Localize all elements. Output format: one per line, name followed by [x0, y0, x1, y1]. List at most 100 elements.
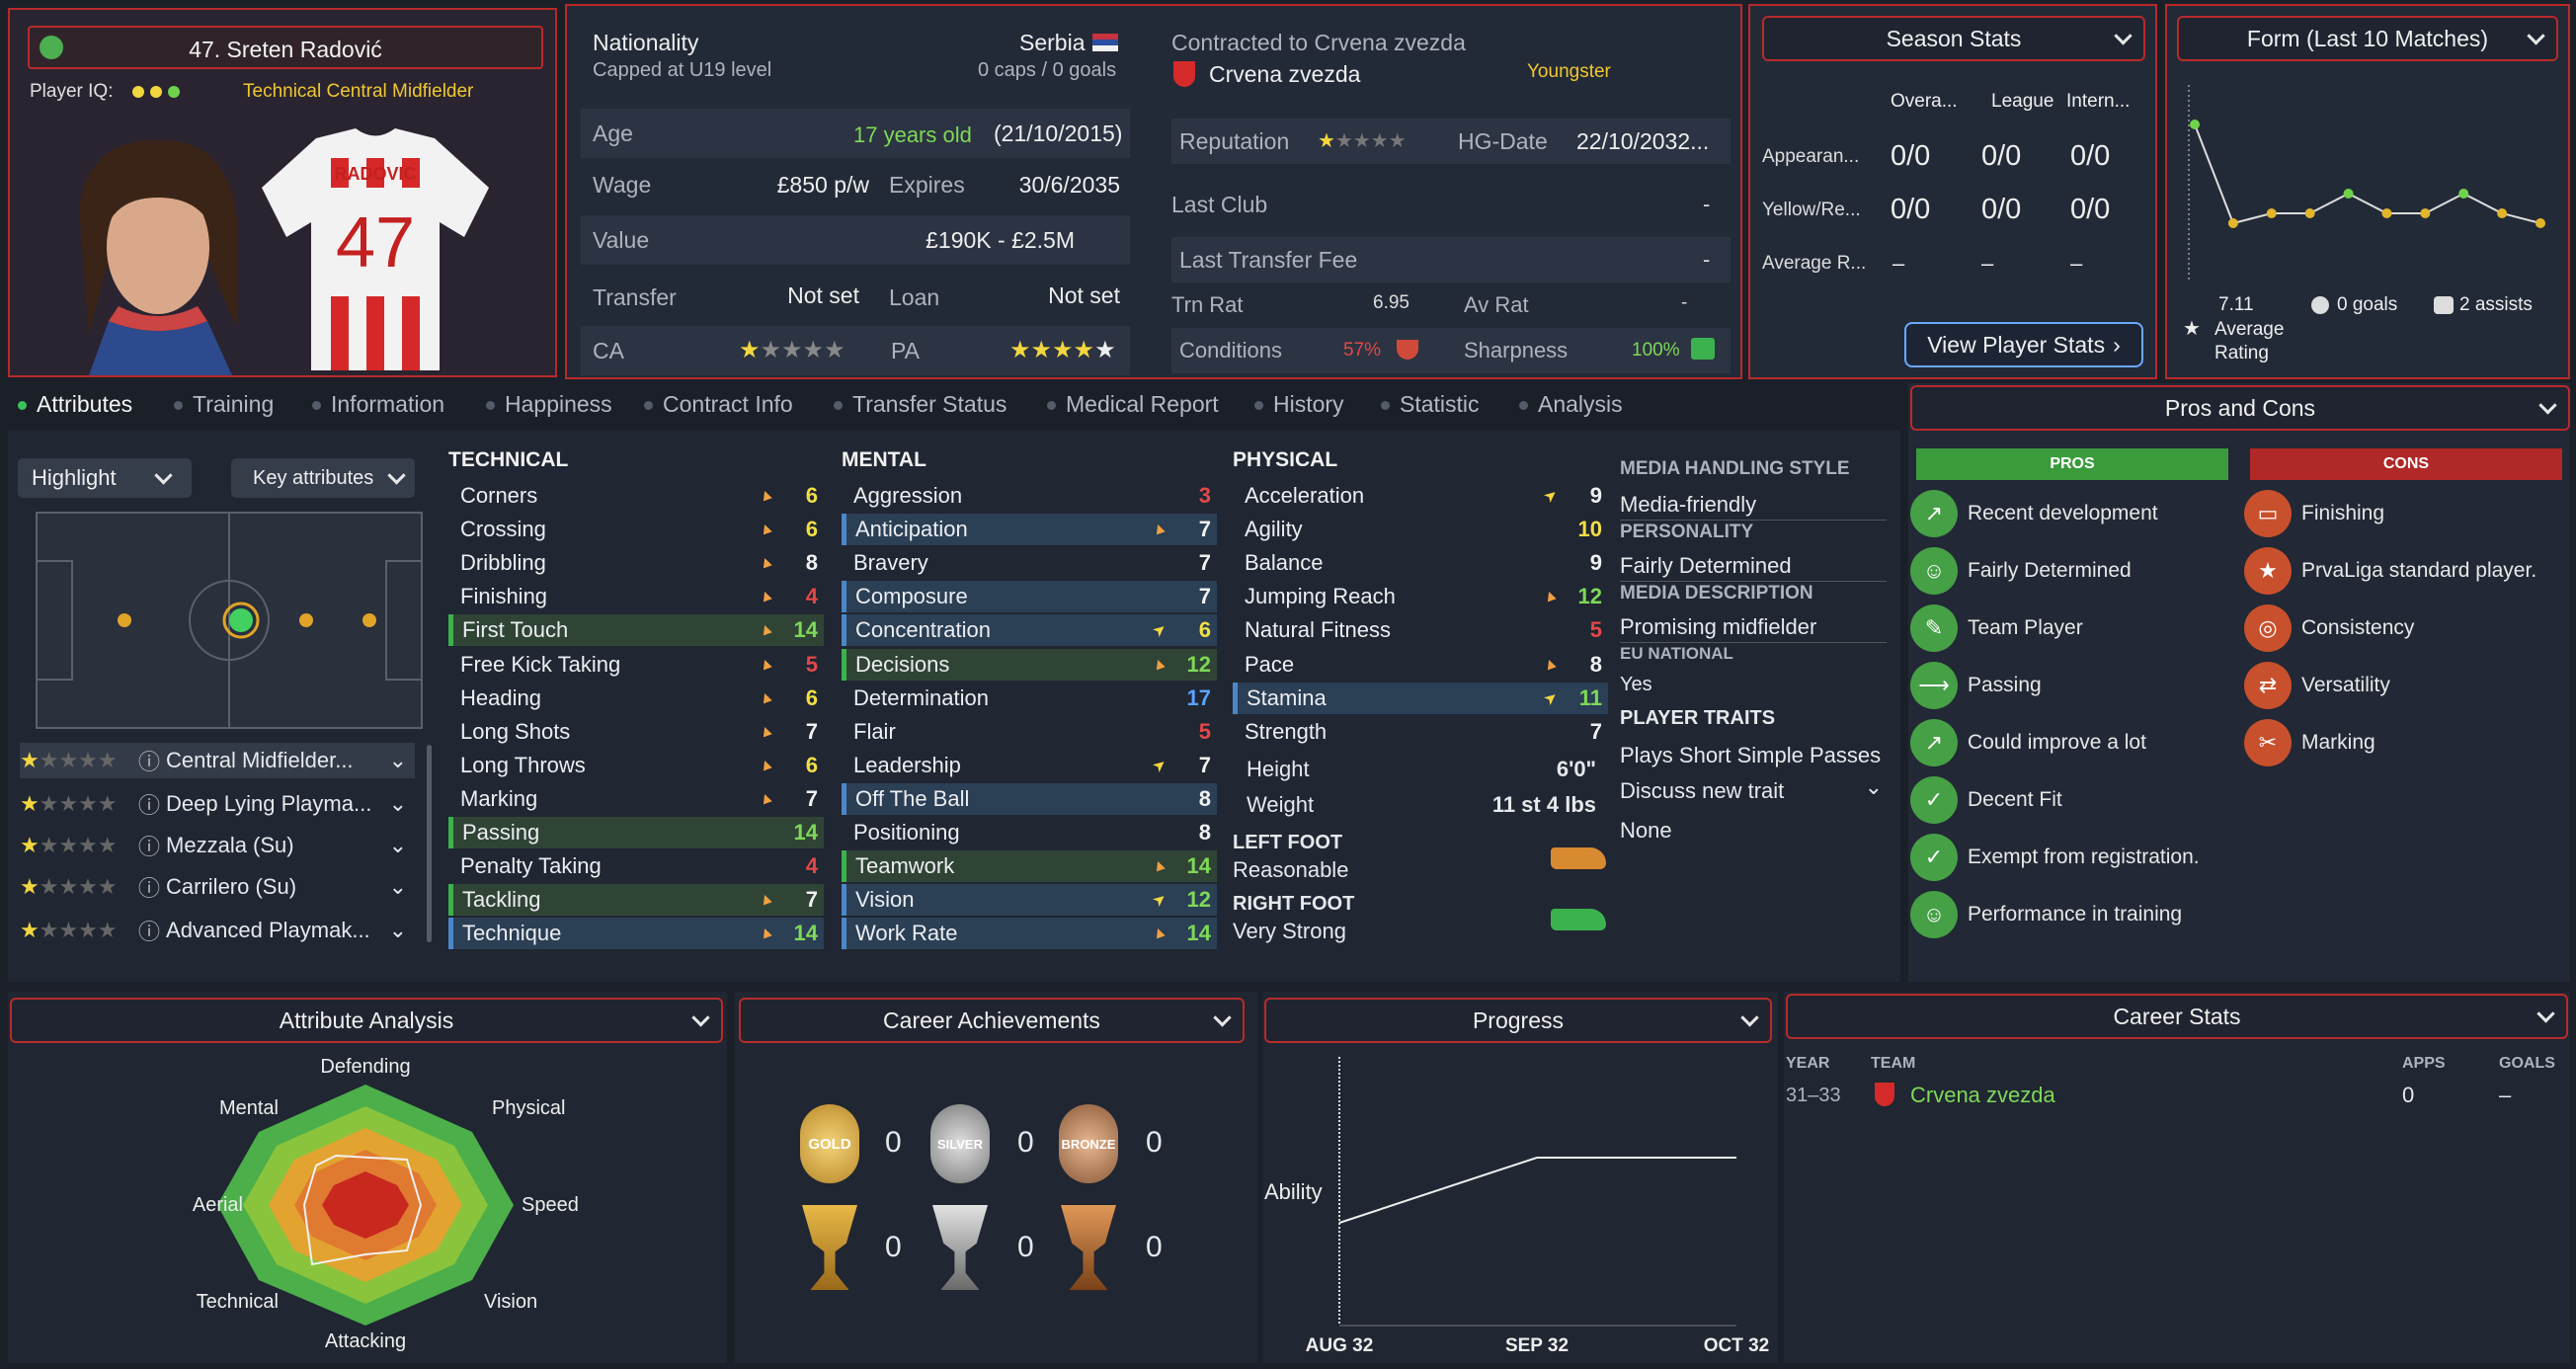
role-row[interactable]: ★★★★★ ⓘ Central Midfielder... ⌄ [20, 743, 415, 778]
tab-contract-info[interactable]: Contract Info [644, 391, 793, 418]
attribute-name: Teamwork [855, 853, 955, 879]
attribute-name: Penalty Taking [460, 853, 602, 879]
technical-attribute-row[interactable]: Tackling ▲ 7 [448, 884, 824, 917]
pitch-diagram [36, 512, 423, 729]
bronze-label: BRONZE [1061, 1136, 1116, 1152]
form-dropdown[interactable]: Form (Last 10 Matches) [2177, 16, 2558, 61]
progress-dropdown[interactable]: Progress [1264, 998, 1772, 1043]
role-row[interactable]: ★★★★★ ⓘ Carrilero (Su) ⌄ [20, 869, 415, 905]
chevron-down-icon: ⌄ [388, 748, 407, 772]
season-stats-dropdown[interactable]: Season Stats [1762, 16, 2145, 61]
status-badge: Youngster [1527, 61, 1611, 82]
season-row-0-v0: 0/0 [1891, 140, 1931, 172]
career-stats-dropdown[interactable]: Career Stats [1786, 994, 2568, 1039]
progress-arrow-icon: ➤ [1149, 619, 1170, 642]
con-icon: ✂ [2244, 719, 2292, 766]
hg-value: 22/10/2032... [1576, 128, 1710, 154]
chevron-right-icon: › [2113, 331, 2121, 358]
mental-attribute-row[interactable]: Flair 5 [842, 716, 1217, 748]
player-name: 47. Sreten Radović [189, 37, 382, 62]
technical-attribute-row[interactable]: Heading ▲ 6 [448, 683, 824, 714]
role-row[interactable]: ★★★★★ ⓘ Mezzala (Su) ⌄ [20, 828, 415, 863]
mental-attribute-row[interactable]: Composure 7 [842, 581, 1217, 613]
technical-attribute-row[interactable]: Technique ▲ 14 [448, 918, 824, 950]
season-row-1-v0: 0/0 [1891, 194, 1931, 225]
technical-attribute-row[interactable]: Free Kick Taking ▲ 5 [448, 649, 824, 681]
tab-transfer-status[interactable]: Transfer Status [834, 391, 1006, 418]
mental-attribute-row[interactable]: Decisions ▲ 12 [842, 648, 1217, 681]
pros-cons-dropdown[interactable]: Pros and Cons [1910, 385, 2570, 431]
technical-attribute-row[interactable]: Long Shots ▲ 7 [448, 716, 824, 748]
pro-icon: ↗ [1910, 719, 1958, 766]
technical-attribute-row[interactable]: Penalty Taking 4 [448, 850, 824, 882]
technical-attribute-row[interactable]: Finishing ▲ 4 [448, 581, 824, 612]
chevron-down-icon [387, 466, 406, 485]
mental-attribute-row[interactable]: Leadership ➤ 7 [842, 750, 1217, 781]
career-achievements-dropdown[interactable]: Career Achievements [739, 998, 1245, 1043]
attribute-name: Passing [462, 820, 540, 845]
mental-title: MENTAL [842, 448, 926, 471]
technical-attribute-row[interactable]: First Touch ▲ 14 [448, 614, 824, 647]
tab-dot [1381, 401, 1390, 411]
form-point [2497, 208, 2508, 218]
expires-label: Expires [889, 172, 965, 198]
physical-attribute-row[interactable]: Strength 7 [1233, 716, 1608, 748]
tab-statistic[interactable]: Statistic [1381, 391, 1480, 418]
mental-attribute-row[interactable]: Work Rate ▲ 14 [842, 918, 1217, 950]
mental-attribute-row[interactable]: Positioning 8 [842, 817, 1217, 848]
highlight-dropdown[interactable]: Highlight [18, 458, 192, 498]
mental-attribute-row[interactable]: Determination 17 [842, 683, 1217, 714]
last-fee-row: Last Transfer Fee - [1171, 237, 1731, 282]
view-player-stats-button[interactable]: View Player Stats › [1904, 322, 2143, 367]
player-name-box[interactable]: 47. Sreten Radović [28, 26, 543, 69]
eu-label: EU NATIONAL [1620, 644, 1733, 663]
technical-attribute-row[interactable]: Dribbling ▲ 8 [448, 547, 824, 579]
info-icon: ⓘ [138, 750, 161, 774]
pros-header: PROS [1916, 448, 2228, 480]
physical-attribute-row[interactable]: Acceleration ➤ 9 [1233, 480, 1608, 512]
chevron-down-icon [2538, 396, 2557, 415]
tab-happiness[interactable]: Happiness [486, 391, 612, 418]
mental-attribute-row[interactable]: Bravery 7 [842, 547, 1217, 579]
tab-medical-report[interactable]: Medical Report [1047, 391, 1219, 418]
physical-attribute-row[interactable]: Agility 10 [1233, 514, 1608, 545]
technical-attribute-row[interactable]: Marking ▲ 7 [448, 783, 824, 815]
physical-attribute-row[interactable]: Jumping Reach ▲ 12 [1233, 581, 1608, 612]
key-attributes-dropdown[interactable]: Key attributes [231, 458, 415, 498]
role-row[interactable]: ★★★★★ ⓘ Deep Lying Playma... ⌄ [20, 786, 415, 822]
technical-attribute-row[interactable]: Crossing ▲ 6 [448, 514, 824, 545]
technical-attribute-row[interactable]: Long Throws ▲ 6 [448, 750, 824, 781]
physical-attribute-row[interactable]: Natural Fitness 5 [1233, 614, 1608, 646]
technical-attribute-row[interactable]: Passing 14 [448, 817, 824, 848]
physical-attribute-row[interactable]: Stamina ➤ 11 [1233, 682, 1608, 714]
roles-scrollbar[interactable] [427, 745, 432, 942]
tab-information[interactable]: Information [312, 391, 444, 418]
discuss-trait-dropdown[interactable]: Discuss new trait ⌄ [1620, 774, 1887, 804]
mental-attribute-row[interactable]: Vision ➤ 12 [842, 884, 1217, 917]
tab-history[interactable]: History [1254, 391, 1344, 418]
mental-attribute-row[interactable]: Anticipation ▲ 7 [842, 514, 1217, 546]
physical-attribute-row[interactable]: Balance 9 [1233, 547, 1608, 579]
pro-icon: ☺ [1910, 891, 1958, 938]
technical-attribute-row[interactable]: Corners ▲ 6 [448, 480, 824, 512]
attribute-name: Positioning [853, 820, 960, 845]
tab-analysis[interactable]: Analysis [1519, 391, 1623, 418]
mental-attribute-row[interactable]: Off The Ball 8 [842, 782, 1217, 815]
career-col-year: YEAR [1786, 1055, 1830, 1072]
mental-attribute-row[interactable]: Aggression 3 [842, 480, 1217, 512]
club-name[interactable]: Crvena zvezda [1209, 61, 1361, 87]
tab-training[interactable]: Training [174, 391, 274, 418]
role-row[interactable]: ★★★★★ ⓘ Advanced Playmak... ⌄ [20, 913, 415, 948]
attribute-value: 9 [1589, 483, 1602, 508]
progress-arrow-icon: ➤ [1540, 687, 1562, 709]
career-row-year: 31–33 [1786, 1085, 1841, 1106]
mental-attribute-row[interactable]: Teamwork ▲ 14 [842, 850, 1217, 883]
career-row-team[interactable]: Crvena zvezda [1910, 1083, 2055, 1107]
attribute-analysis-dropdown[interactable]: Attribute Analysis [10, 998, 723, 1043]
tab-attributes[interactable]: Attributes [18, 391, 132, 418]
attribute-name: Aggression [853, 483, 963, 508]
mental-attribute-row[interactable]: Concentration ➤ 6 [842, 614, 1217, 647]
physical-attribute-row[interactable]: Pace ▲ 8 [1233, 649, 1608, 681]
role-stars: ★★★★★ [20, 918, 118, 942]
career-stats-title: Career Stats [2113, 1003, 2241, 1029]
